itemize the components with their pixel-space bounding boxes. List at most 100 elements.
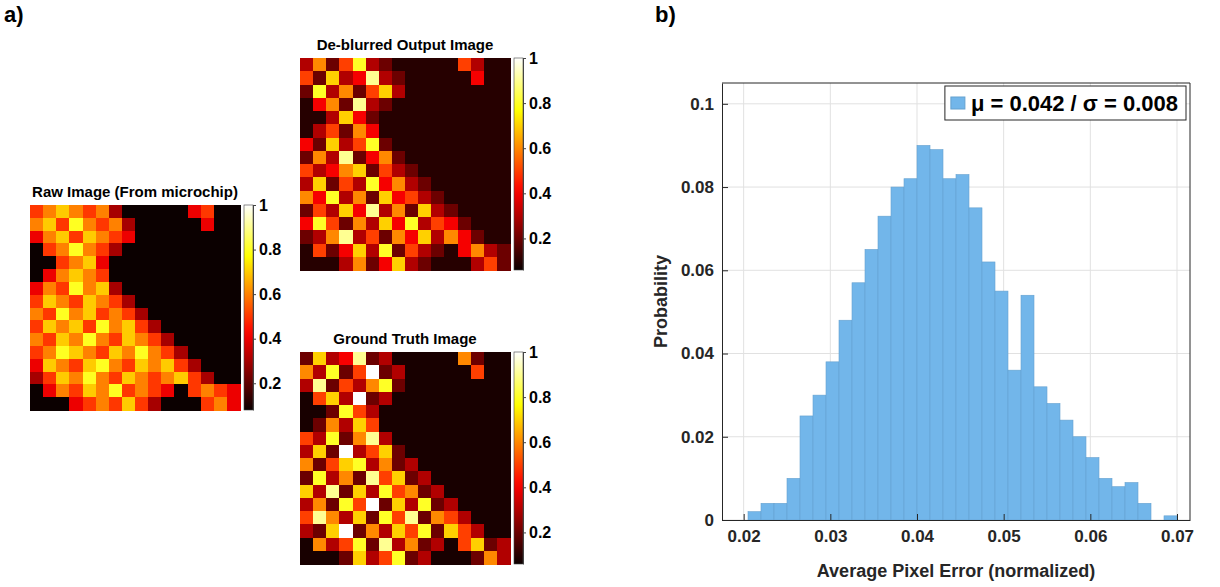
heatmap-cell bbox=[444, 151, 458, 165]
heatmap-cell bbox=[339, 551, 353, 565]
heatmap-cell bbox=[484, 177, 498, 191]
heatmap-cell bbox=[174, 256, 188, 269]
heatmap-cell bbox=[122, 243, 136, 256]
heatmap-cell bbox=[300, 138, 314, 152]
heatmap-cell bbox=[174, 269, 188, 282]
heatmap-cell bbox=[174, 333, 188, 346]
heatmap-cell bbox=[418, 111, 432, 125]
heatmap-cell bbox=[444, 204, 458, 218]
heatmap-cell bbox=[188, 231, 202, 244]
heatmap-cell bbox=[392, 352, 406, 366]
y-tick-mark bbox=[722, 437, 728, 438]
histogram-bar bbox=[1164, 516, 1177, 520]
heatmap-cell bbox=[431, 230, 445, 244]
heatmap-cell bbox=[43, 397, 57, 410]
heatmap-cell bbox=[326, 352, 340, 366]
histogram-bar bbox=[904, 179, 917, 520]
heatmap-cell bbox=[69, 359, 83, 372]
heatmap-cell bbox=[431, 352, 445, 366]
heatmap-cell bbox=[83, 333, 97, 346]
heatmap-cell bbox=[188, 333, 202, 346]
heatmap-cell bbox=[444, 138, 458, 152]
heatmap-cell bbox=[201, 346, 215, 359]
heatmap-cell bbox=[431, 379, 445, 393]
heatmap-cell bbox=[353, 111, 367, 125]
heatmap-cell bbox=[339, 458, 353, 472]
y-tick-mark bbox=[722, 104, 728, 105]
heatmap-cell bbox=[471, 485, 485, 499]
heatmap-cell bbox=[458, 244, 472, 258]
heatmap-cell bbox=[109, 359, 123, 372]
heatmap-cell bbox=[379, 191, 393, 205]
heatmap-cell bbox=[174, 372, 188, 385]
heatmap-cell bbox=[379, 524, 393, 538]
heatmap-cell bbox=[227, 243, 241, 256]
heatmap-cell bbox=[458, 71, 472, 85]
heatmap-cell bbox=[148, 320, 162, 333]
heatmap-cell bbox=[379, 458, 393, 472]
x-tick-mark bbox=[744, 514, 745, 520]
heatmap-cell bbox=[201, 372, 215, 385]
heatmap-cell bbox=[201, 384, 215, 397]
colorbar-tick-mark bbox=[523, 442, 526, 443]
heatmap-cell bbox=[484, 230, 498, 244]
heatmap-cell bbox=[353, 511, 367, 525]
x-tick: 0.05 bbox=[988, 514, 1021, 546]
heatmap-cell bbox=[30, 205, 44, 218]
heatmap-cell bbox=[418, 405, 432, 419]
heatmap-cell bbox=[444, 85, 458, 99]
heatmap-cell bbox=[83, 384, 97, 397]
heatmap-cell bbox=[431, 85, 445, 99]
heatmap-cell bbox=[484, 405, 498, 419]
colorbar bbox=[514, 352, 523, 564]
heatmap-cell bbox=[326, 471, 340, 485]
y-tick-label: 0.1 bbox=[690, 95, 714, 114]
heatmap-cell bbox=[379, 365, 393, 379]
heatmap-cell bbox=[379, 445, 393, 459]
heatmap-cell bbox=[43, 243, 57, 256]
heatmap-cell bbox=[418, 432, 432, 446]
heatmap-cell bbox=[353, 432, 367, 446]
heatmap-cell bbox=[300, 177, 314, 191]
heatmap-cell bbox=[43, 320, 57, 333]
heatmap-cell bbox=[214, 333, 228, 346]
heatmap-cell bbox=[109, 397, 123, 410]
heatmap-cell bbox=[122, 295, 136, 308]
heatmap-cell bbox=[458, 498, 472, 512]
heatmap-cell bbox=[418, 58, 432, 72]
y-tick-label: 0.06 bbox=[681, 261, 714, 280]
heatmap-cell bbox=[326, 524, 340, 538]
heatmap-cell bbox=[313, 164, 327, 178]
heatmap-cell bbox=[484, 471, 498, 485]
heatmap-cell bbox=[444, 458, 458, 472]
heatmap-cell bbox=[431, 405, 445, 419]
heatmap-cell bbox=[471, 244, 485, 258]
histogram-bar bbox=[774, 503, 787, 520]
heatmap-cell bbox=[497, 458, 511, 472]
heatmap-cell bbox=[471, 538, 485, 552]
heatmap-cell bbox=[405, 204, 419, 218]
heatmap-cell bbox=[161, 205, 175, 218]
heatmap-cell bbox=[339, 111, 353, 125]
heatmap-cell bbox=[300, 58, 314, 72]
heatmap-cell bbox=[405, 432, 419, 446]
heatmap-cell bbox=[366, 485, 380, 499]
heatmap-cell bbox=[366, 164, 380, 178]
heatmap-cell bbox=[201, 256, 215, 269]
heatmap-cell bbox=[431, 418, 445, 432]
heatmap-cell bbox=[135, 384, 149, 397]
heatmap-cell bbox=[161, 397, 175, 410]
heatmap-cell bbox=[471, 71, 485, 85]
heatmap-cell bbox=[418, 458, 432, 472]
heatmap-cell bbox=[188, 384, 202, 397]
heatmap-cell bbox=[122, 231, 136, 244]
heatmap-cell bbox=[418, 217, 432, 231]
histogram-bar bbox=[748, 512, 761, 520]
heatmap-cell bbox=[214, 205, 228, 218]
heatmap-cell bbox=[471, 191, 485, 205]
heatmap-cell bbox=[418, 85, 432, 99]
heatmap-cell bbox=[96, 320, 110, 333]
heatmap-cell bbox=[353, 352, 367, 366]
heatmap-cell bbox=[353, 405, 367, 419]
colorbar-tick-mark bbox=[523, 103, 526, 104]
